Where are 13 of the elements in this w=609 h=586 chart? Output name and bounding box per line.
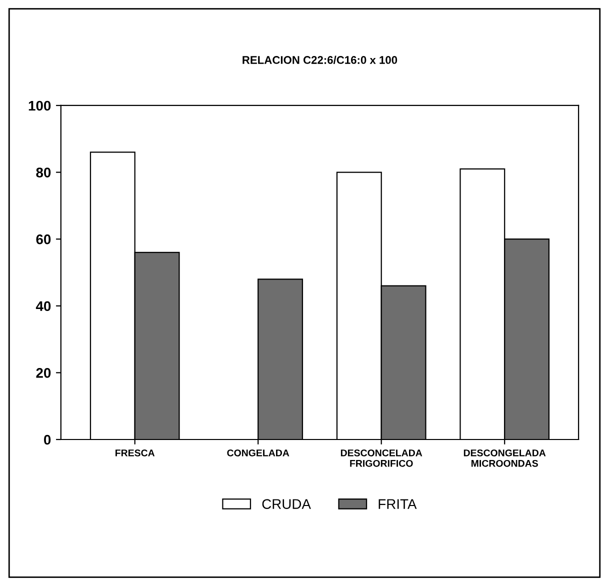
y-tick-label: 60 (36, 234, 51, 244)
y-tick-label: 0 (44, 434, 51, 445)
x-tick-label: FRESCA (116, 449, 155, 456)
chart-title: RELACION C22:6/C16:0 x 100 (242, 56, 398, 64)
legend-label: CRUDA (262, 499, 311, 509)
x-tick-label: CONGELADA (227, 449, 290, 456)
y-tick-label: 40 (36, 301, 51, 312)
y-tick-label: 100 (28, 100, 51, 111)
x-tick-label: DESCONGELADA MICROONDAS (464, 449, 546, 467)
y-tick-label: 20 (36, 368, 51, 378)
legend-label: FRITA (378, 499, 417, 509)
x-tick-label: DESCONCELADA FRIGORIFICO (340, 449, 422, 467)
y-tick-label: 80 (36, 168, 51, 178)
